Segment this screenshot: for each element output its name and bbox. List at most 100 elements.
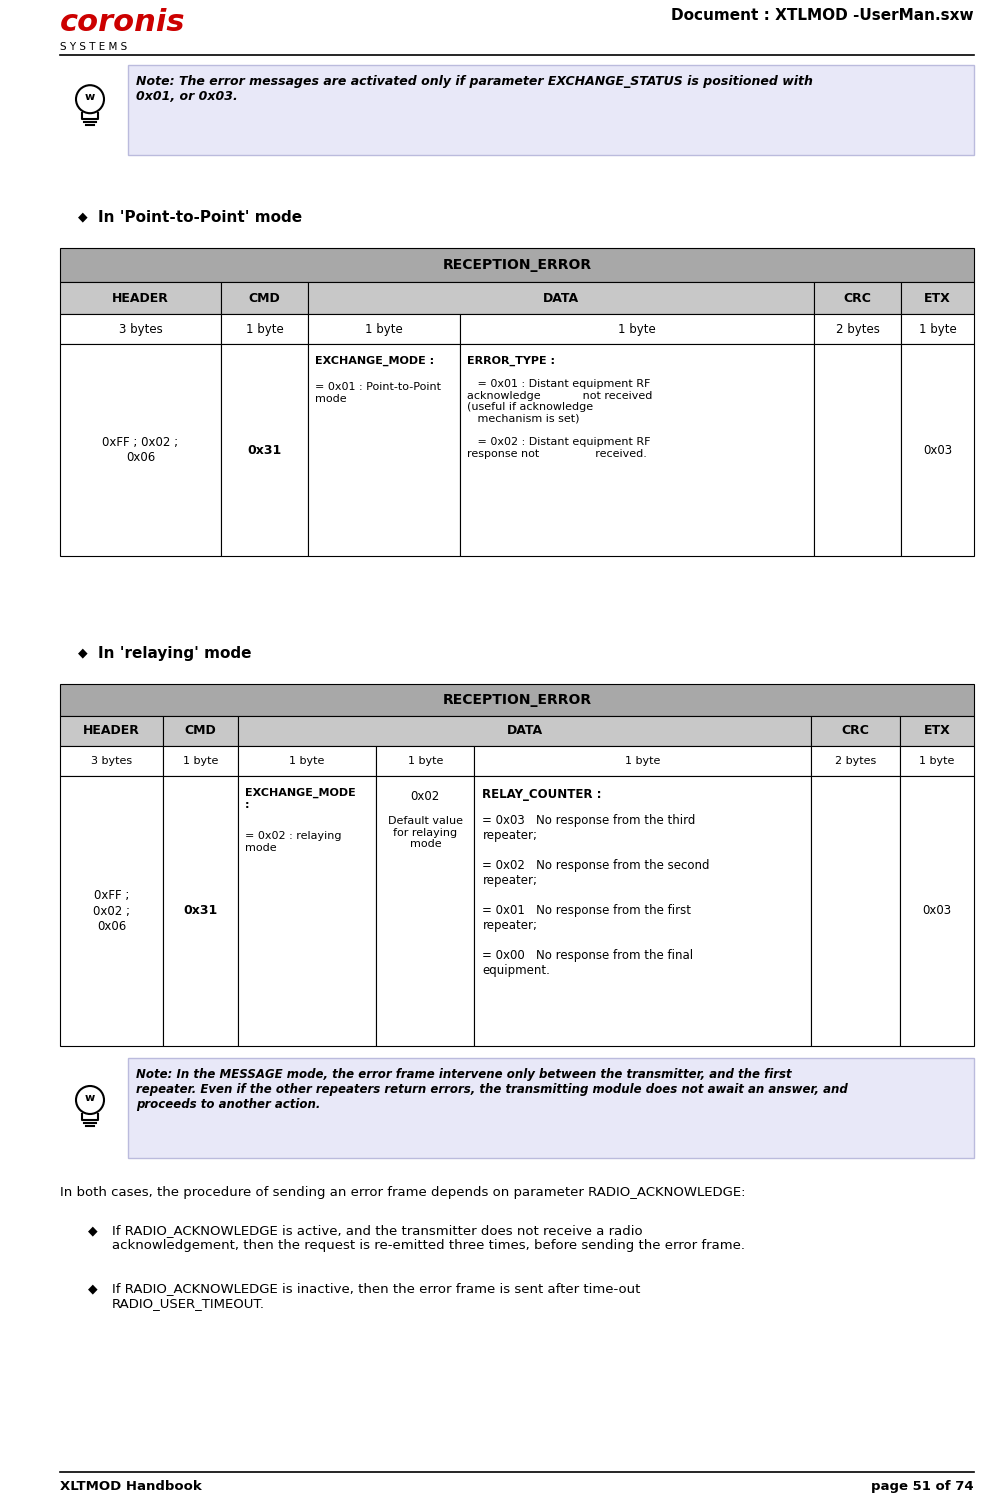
- Text: ERROR_TYPE :: ERROR_TYPE :: [466, 356, 555, 367]
- Bar: [813, 314, 901, 344]
- Text: ◆: ◆: [78, 646, 87, 658]
- Bar: [308, 314, 459, 344]
- Bar: [60, 746, 162, 776]
- Text: 0x02: 0x02: [410, 790, 439, 803]
- Text: 3 bytes: 3 bytes: [118, 323, 162, 335]
- Text: 0x03: 0x03: [922, 444, 951, 456]
- Text: 0xFF ;
0x02 ;
0x06: 0xFF ; 0x02 ; 0x06: [93, 889, 129, 933]
- Text: CMD: CMD: [249, 291, 280, 305]
- Bar: [459, 314, 813, 344]
- Text: w: w: [85, 1093, 95, 1102]
- Bar: [60, 716, 162, 746]
- Bar: [238, 776, 376, 1046]
- Bar: [60, 344, 221, 556]
- Text: 1 byte: 1 byte: [918, 323, 956, 335]
- Text: coronis: coronis: [60, 8, 186, 38]
- Bar: [810, 746, 900, 776]
- Bar: [901, 344, 973, 556]
- Bar: [900, 716, 973, 746]
- Text: RECEPTION_ERROR: RECEPTION_ERROR: [442, 258, 591, 272]
- Bar: [221, 282, 308, 314]
- Circle shape: [76, 1086, 104, 1114]
- Text: RECEPTION_ERROR: RECEPTION_ERROR: [442, 693, 591, 707]
- Bar: [238, 716, 810, 746]
- Bar: [221, 344, 308, 556]
- Text: 0xFF ; 0x02 ;
0x06: 0xFF ; 0x02 ; 0x06: [102, 436, 179, 464]
- Bar: [221, 314, 308, 344]
- Bar: [376, 776, 474, 1046]
- Text: XLTMOD Handbook: XLTMOD Handbook: [60, 1480, 202, 1493]
- Text: DATA: DATA: [543, 291, 579, 305]
- Bar: [813, 344, 901, 556]
- Text: 1 byte: 1 byte: [365, 323, 402, 335]
- Text: Document : XTLMOD -UserMan.sxw: Document : XTLMOD -UserMan.sxw: [671, 8, 973, 23]
- Bar: [308, 344, 459, 556]
- Bar: [813, 282, 901, 314]
- Text: w: w: [85, 92, 95, 103]
- Text: = 0x01 : Distant equipment RF
acknowledge            not received
(useful if ack: = 0x01 : Distant equipment RF acknowledg…: [466, 379, 652, 459]
- Text: HEADER: HEADER: [112, 291, 169, 305]
- Text: EXCHANGE_MODE :: EXCHANGE_MODE :: [315, 356, 434, 367]
- Text: page 51 of 74: page 51 of 74: [871, 1480, 973, 1493]
- Bar: [308, 282, 813, 314]
- Text: 1 byte: 1 byte: [407, 757, 442, 766]
- Text: ◆: ◆: [88, 1282, 97, 1296]
- Text: 1 byte: 1 byte: [183, 757, 218, 766]
- Text: If RADIO_ACKNOWLEDGE is active, and the transmitter does not receive a radio
ack: If RADIO_ACKNOWLEDGE is active, and the …: [112, 1225, 744, 1252]
- Text: S Y S T E M S: S Y S T E M S: [60, 42, 127, 51]
- Text: = 0x03   No response from the third
repeater;

= 0x02   No response from the sec: = 0x03 No response from the third repeat…: [482, 814, 709, 977]
- Bar: [474, 746, 810, 776]
- Bar: [60, 248, 973, 282]
- Text: 1 byte: 1 byte: [625, 757, 660, 766]
- Bar: [901, 282, 973, 314]
- Bar: [474, 776, 810, 1046]
- Text: CRC: CRC: [843, 291, 871, 305]
- Text: If RADIO_ACKNOWLEDGE is inactive, then the error frame is sent after time-out
RA: If RADIO_ACKNOWLEDGE is inactive, then t…: [112, 1282, 640, 1311]
- Text: 1 byte: 1 byte: [618, 323, 655, 335]
- Bar: [127, 65, 973, 156]
- Text: In 'Point-to-Point' mode: In 'Point-to-Point' mode: [98, 210, 302, 225]
- Text: EXCHANGE_MODE
:: EXCHANGE_MODE :: [245, 788, 355, 809]
- Circle shape: [76, 85, 104, 113]
- Bar: [60, 684, 973, 716]
- Text: ETX: ETX: [924, 291, 950, 305]
- Text: RELAY_COUNTER :: RELAY_COUNTER :: [482, 788, 602, 800]
- Text: = 0x01 : Point-to-Point
mode: = 0x01 : Point-to-Point mode: [315, 382, 441, 403]
- Bar: [127, 1059, 973, 1158]
- Text: 3 bytes: 3 bytes: [91, 757, 131, 766]
- Text: ETX: ETX: [923, 725, 950, 737]
- Bar: [162, 776, 238, 1046]
- Text: 0x31: 0x31: [247, 444, 282, 456]
- Text: CRC: CRC: [841, 725, 869, 737]
- Bar: [162, 746, 238, 776]
- Bar: [60, 776, 162, 1046]
- Bar: [900, 746, 973, 776]
- Text: In 'relaying' mode: In 'relaying' mode: [98, 646, 251, 661]
- Text: HEADER: HEADER: [83, 725, 139, 737]
- Text: DATA: DATA: [506, 725, 542, 737]
- Bar: [810, 716, 900, 746]
- Bar: [900, 776, 973, 1046]
- Bar: [60, 282, 221, 314]
- Text: 0x03: 0x03: [922, 904, 951, 918]
- Text: ◆: ◆: [88, 1225, 97, 1237]
- Bar: [810, 776, 900, 1046]
- Bar: [376, 746, 474, 776]
- Bar: [162, 716, 238, 746]
- Text: 0x31: 0x31: [183, 904, 218, 918]
- Bar: [901, 314, 973, 344]
- Text: ◆: ◆: [78, 210, 87, 223]
- Text: 1 byte: 1 byte: [919, 757, 954, 766]
- Text: 1 byte: 1 byte: [289, 757, 324, 766]
- Bar: [459, 344, 813, 556]
- Text: 2 bytes: 2 bytes: [834, 323, 879, 335]
- Text: = 0x02 : relaying
mode: = 0x02 : relaying mode: [245, 831, 341, 853]
- Text: 2 bytes: 2 bytes: [834, 757, 876, 766]
- Text: Note: The error messages are activated only if parameter EXCHANGE_STATUS is posi: Note: The error messages are activated o…: [135, 76, 812, 103]
- Text: In both cases, the procedure of sending an error frame depends on parameter RADI: In both cases, the procedure of sending …: [60, 1185, 745, 1199]
- Text: Note: In the MESSAGE mode, the error frame intervene only between the transmitte: Note: In the MESSAGE mode, the error fra…: [135, 1068, 847, 1111]
- Bar: [60, 314, 221, 344]
- Text: 1 byte: 1 byte: [246, 323, 283, 335]
- Text: Default value
for relaying
mode: Default value for relaying mode: [387, 815, 462, 849]
- Bar: [238, 746, 376, 776]
